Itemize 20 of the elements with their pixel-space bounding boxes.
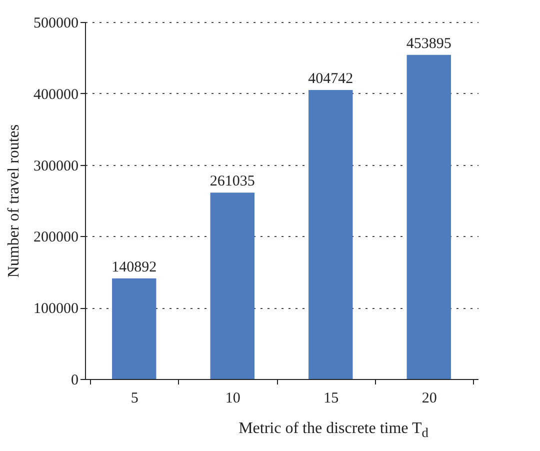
y-tick-label: 500000 bbox=[34, 16, 78, 32]
y-tick-label: 300000 bbox=[34, 158, 78, 174]
data-label: 404742 bbox=[308, 71, 354, 88]
x-tick-label: 15 bbox=[324, 390, 339, 406]
data-label: 140892 bbox=[112, 259, 157, 276]
bar bbox=[210, 192, 254, 379]
x-tick-label: 5 bbox=[130, 390, 138, 406]
y-tick-label: 200000 bbox=[34, 230, 78, 246]
x-tick-label: 10 bbox=[225, 390, 240, 406]
y-tick-label: 100000 bbox=[34, 301, 78, 318]
bar bbox=[112, 278, 156, 379]
x-axis-title: Metric of the discrete time T$_{d}$ bbox=[238, 420, 430, 442]
y-tick-label: 400000 bbox=[34, 86, 78, 103]
bar bbox=[406, 54, 451, 379]
x-tick-label: 20 bbox=[422, 390, 437, 406]
y-axis-title: Number of travel routes bbox=[6, 124, 22, 278]
bar bbox=[308, 90, 353, 379]
data-label: 453895 bbox=[406, 36, 452, 52]
data-label: 261035 bbox=[210, 174, 255, 190]
y-tick-label: 0 bbox=[71, 372, 78, 388]
